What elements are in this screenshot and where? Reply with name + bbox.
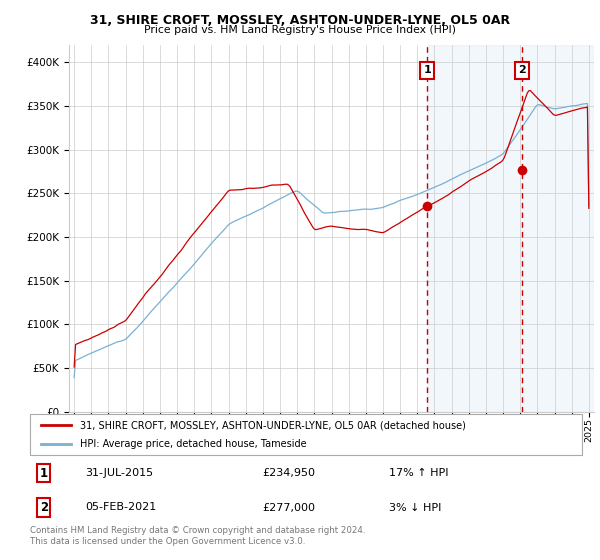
Text: 1: 1: [40, 467, 48, 480]
Text: Price paid vs. HM Land Registry's House Price Index (HPI): Price paid vs. HM Land Registry's House …: [144, 25, 456, 35]
Text: £234,950: £234,950: [262, 468, 315, 478]
Text: 31, SHIRE CROFT, MOSSLEY, ASHTON-UNDER-LYNE, OL5 0AR: 31, SHIRE CROFT, MOSSLEY, ASHTON-UNDER-L…: [90, 14, 510, 27]
Bar: [427, 45, 594, 412]
Text: 3% ↓ HPI: 3% ↓ HPI: [389, 502, 441, 512]
Text: £277,000: £277,000: [262, 502, 315, 512]
Text: 31, SHIRE CROFT, MOSSLEY, ASHTON-UNDER-LYNE, OL5 0AR (detached house): 31, SHIRE CROFT, MOSSLEY, ASHTON-UNDER-L…: [80, 421, 466, 430]
Text: Contains HM Land Registry data © Crown copyright and database right 2024.
This d: Contains HM Land Registry data © Crown c…: [30, 526, 365, 546]
Text: 05-FEB-2021: 05-FEB-2021: [85, 502, 157, 512]
Text: 17% ↑ HPI: 17% ↑ HPI: [389, 468, 448, 478]
Text: HPI: Average price, detached house, Tameside: HPI: Average price, detached house, Tame…: [80, 439, 307, 449]
Text: 1: 1: [424, 66, 431, 76]
Text: 31-JUL-2015: 31-JUL-2015: [85, 468, 154, 478]
Text: 2: 2: [518, 66, 526, 76]
Text: 2: 2: [40, 501, 48, 514]
